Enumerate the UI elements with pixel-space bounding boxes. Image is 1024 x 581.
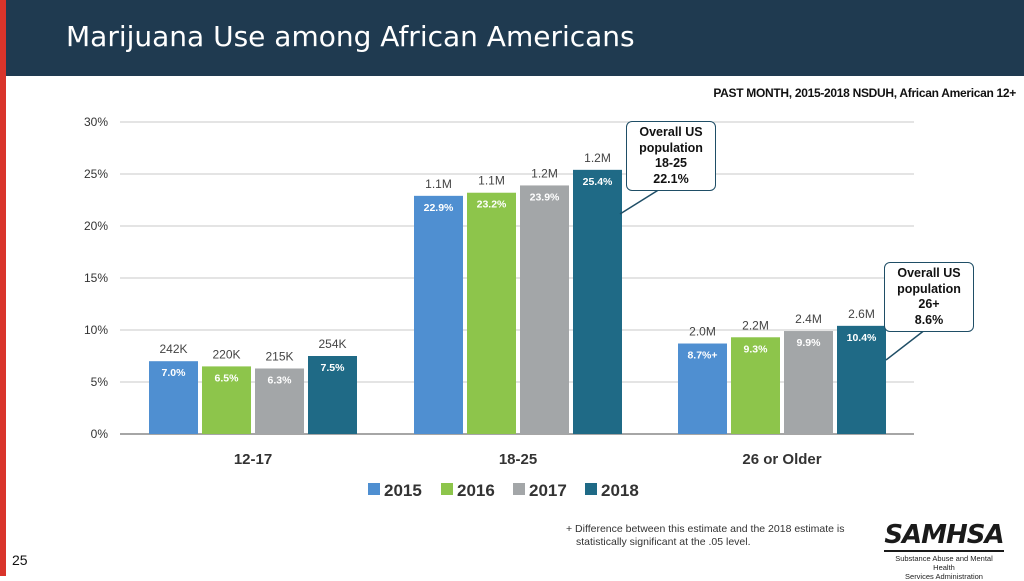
chart-subtitle: PAST MONTH, 2015-2018 NSDUH, African Ame…	[713, 86, 1016, 100]
callout-26-plus: Overall US population 26+ 8.6%	[884, 262, 974, 332]
y-tick-label: 20%	[84, 219, 108, 233]
bar-count-label: 220K	[212, 347, 240, 361]
legend-swatch-2016	[441, 483, 453, 495]
bar-value-label: 6.5%	[215, 372, 240, 384]
bar-value-label: 6.3%	[268, 374, 293, 386]
bar-2018	[308, 356, 357, 434]
y-tick-label: 15%	[84, 271, 108, 285]
y-tick-label: 5%	[91, 375, 109, 389]
bar-2018	[837, 325, 886, 434]
bar-count-label: 1.2M	[584, 151, 611, 165]
bar-2016	[202, 366, 251, 434]
legend-swatch-2018	[585, 483, 597, 495]
bar-count-label: 1.2M	[531, 166, 558, 180]
legend-label: 2017	[529, 481, 567, 500]
legend-label: 2018	[601, 481, 639, 500]
bar-value-label: 7.5%	[321, 362, 346, 374]
bar-count-label: 2.4M	[795, 312, 822, 326]
footnote: + Difference between this estimate and t…	[566, 523, 866, 549]
callout-line: 8.6%	[914, 312, 944, 327]
bar-value-label: 23.2%	[477, 199, 507, 211]
y-tick-label: 30%	[84, 115, 108, 129]
logo-subtitle: Services Administration	[905, 572, 983, 581]
bar-value-label: 8.7%+	[687, 350, 717, 362]
callout-line: 18-25	[655, 156, 687, 170]
samhsa-logo: SAMHSA Substance Abuse and Mental Health…	[884, 520, 1005, 581]
logo-rule	[884, 550, 1004, 552]
bar-value-label: 23.9%	[530, 191, 560, 203]
callout-line: Overall US	[639, 125, 703, 139]
bar-count-label: 1.1M	[425, 177, 452, 191]
bar-count-label: 2.6M	[848, 307, 875, 321]
bar-count-label: 254K	[318, 337, 346, 351]
legend-label: 2015	[384, 481, 422, 500]
logo-wordmark: SAMHSA	[884, 520, 1004, 550]
bar-2015	[678, 343, 727, 434]
bar-2015	[149, 361, 198, 434]
bar-count-label: 2.0M	[689, 325, 716, 339]
callout-line: Overall US	[897, 266, 961, 280]
bar-count-label: 215K	[265, 349, 293, 363]
bar-value-label: 22.9%	[424, 202, 454, 214]
bar-value-label: 10.4%	[847, 332, 877, 344]
footnote-line: + Difference between this estimate and t…	[566, 523, 845, 535]
page-title: Marijuana Use among African Americans	[66, 20, 635, 53]
legend-swatch-2017	[513, 483, 525, 495]
bar-value-label: 25.4%	[583, 176, 613, 188]
bar-value-label: 7.0%	[162, 367, 187, 379]
bar-2016	[467, 192, 516, 434]
bar-2016	[731, 337, 780, 434]
y-tick-label: 25%	[84, 167, 108, 181]
bar-count-label: 1.1M	[478, 174, 505, 188]
y-tick-label: 10%	[84, 323, 108, 337]
bar-2017	[520, 185, 569, 434]
callout-line: 26+	[918, 297, 940, 311]
y-tick-label: 0%	[91, 427, 109, 441]
x-category-label: 18-25	[499, 451, 537, 468]
callout-line: 22.1%	[653, 171, 689, 186]
header-band: Marijuana Use among African Americans	[6, 0, 1024, 76]
x-category-label: 26 or Older	[742, 451, 821, 468]
bar-count-label: 2.2M	[742, 318, 769, 332]
footnote-line: statistically significant at the .05 lev…	[576, 536, 751, 548]
callout-line: population	[639, 140, 703, 155]
callout-line: population	[897, 281, 961, 296]
bar-value-label: 9.3%	[744, 343, 769, 355]
bar-value-label: 9.9%	[797, 337, 822, 349]
bar-2015	[414, 195, 463, 434]
bar-count-label: 242K	[159, 342, 187, 356]
bar-2018	[573, 169, 622, 434]
slide-number: 25	[12, 552, 28, 568]
bar-2017	[255, 368, 304, 434]
legend-swatch-2015	[368, 483, 380, 495]
legend-label: 2016	[457, 481, 495, 500]
x-category-label: 12-17	[234, 451, 272, 468]
callout-18-25: Overall US population 18-25 22.1%	[626, 121, 716, 191]
bar-2017	[784, 331, 833, 434]
logo-subtitle: Substance Abuse and Mental Health	[895, 554, 993, 572]
left-accent-bar	[0, 0, 6, 576]
bar-chart: 0% 5% 10% 15% 20% 25% 30% 7.0% 6.5% 6.3% 7.5% 242K 2…	[84, 115, 931, 500]
